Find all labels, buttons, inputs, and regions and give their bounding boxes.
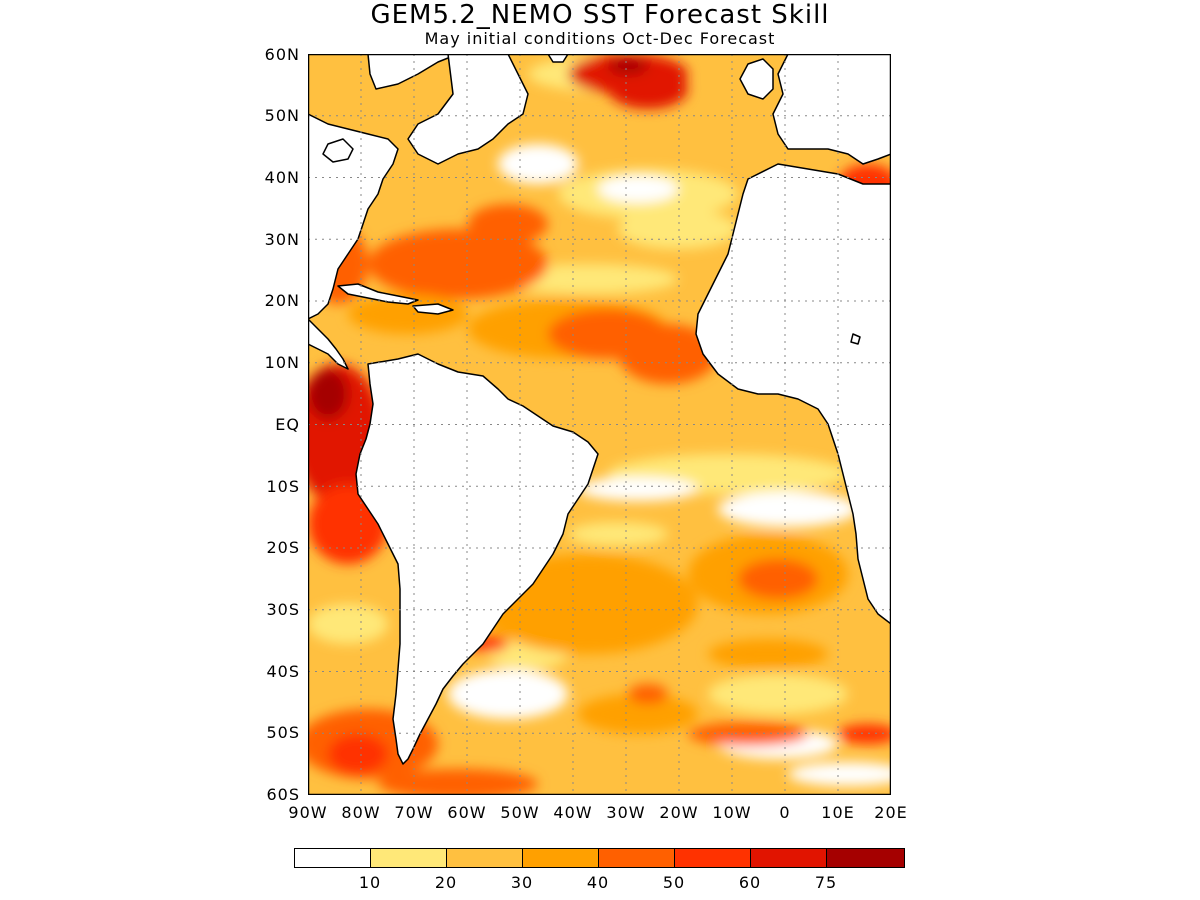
colorbar-seg-2	[446, 848, 523, 868]
africa	[695, 163, 891, 625]
plot-title: GEM5.2_NEMO SST Forecast Skill	[370, 0, 830, 30]
colorbar-seg-6	[750, 848, 827, 868]
lon-label-0: 0	[779, 803, 791, 822]
lat-label-60n: 60N	[264, 45, 300, 64]
south-america	[355, 353, 599, 765]
colorbar-label-10: 10	[358, 873, 382, 892]
colorbar-seg-3	[522, 848, 599, 868]
lat-label-30n: 30N	[264, 230, 300, 249]
colorbar-label-75: 75	[814, 873, 838, 892]
colorbar-label-60: 60	[738, 873, 762, 892]
great-lakes	[322, 138, 354, 163]
lat-label-30s: 30S	[266, 600, 300, 619]
lon-label-10e: 10E	[821, 803, 855, 822]
cuba	[337, 283, 419, 305]
lat-label-40n: 40N	[264, 168, 300, 187]
lat-label-10s: 10S	[266, 477, 300, 496]
canada-east	[407, 54, 529, 165]
colorbar-label-50: 50	[662, 873, 686, 892]
sst-skill-map	[308, 54, 891, 795]
greenland	[547, 54, 569, 63]
lon-label-40w: 40W	[553, 803, 593, 822]
colorbar-label-40: 40	[586, 873, 610, 892]
lon-label-20e: 20E	[874, 803, 908, 822]
lon-label-70w: 70W	[394, 803, 434, 822]
central-america	[308, 318, 349, 370]
north-america	[308, 54, 459, 320]
colorbar-label-20: 20	[434, 873, 458, 892]
lon-label-50w: 50W	[500, 803, 540, 822]
graticule	[308, 54, 891, 795]
colorbar-seg-7	[826, 848, 905, 868]
lon-label-10w: 10W	[712, 803, 752, 822]
map-svg	[308, 54, 891, 795]
map-frame	[308, 54, 891, 795]
colorbar-seg-5	[674, 848, 751, 868]
colorbar-seg-1	[370, 848, 447, 868]
cape-verde	[850, 333, 861, 345]
lon-label-80w: 80W	[341, 803, 381, 822]
lat-label-20n: 20N	[264, 291, 300, 310]
lat-label-40s: 40S	[266, 662, 300, 681]
lat-label-60s: 60S	[266, 785, 300, 804]
lat-label-50n: 50N	[264, 106, 300, 125]
colorbar-seg-4	[598, 848, 675, 868]
colorbar-label-30: 30	[510, 873, 534, 892]
landmasses	[308, 54, 891, 765]
hispaniola	[412, 303, 454, 315]
lat-label-10n: 10N	[264, 353, 300, 372]
lat-label-eq: EQ	[275, 415, 300, 434]
lon-label-30w: 30W	[606, 803, 646, 822]
plot-subtitle: May initial conditions Oct-Dec Forecast	[424, 29, 776, 48]
lat-label-20s: 20S	[266, 538, 300, 557]
colorbar	[294, 848, 905, 870]
lon-label-60w: 60W	[447, 803, 487, 822]
lon-label-90w: 90W	[288, 803, 328, 822]
lat-label-50s: 50S	[266, 723, 300, 742]
colorbar-seg-0	[294, 848, 371, 868]
lon-label-20w: 20W	[659, 803, 699, 822]
europe	[772, 54, 891, 165]
british-isles	[739, 58, 774, 100]
